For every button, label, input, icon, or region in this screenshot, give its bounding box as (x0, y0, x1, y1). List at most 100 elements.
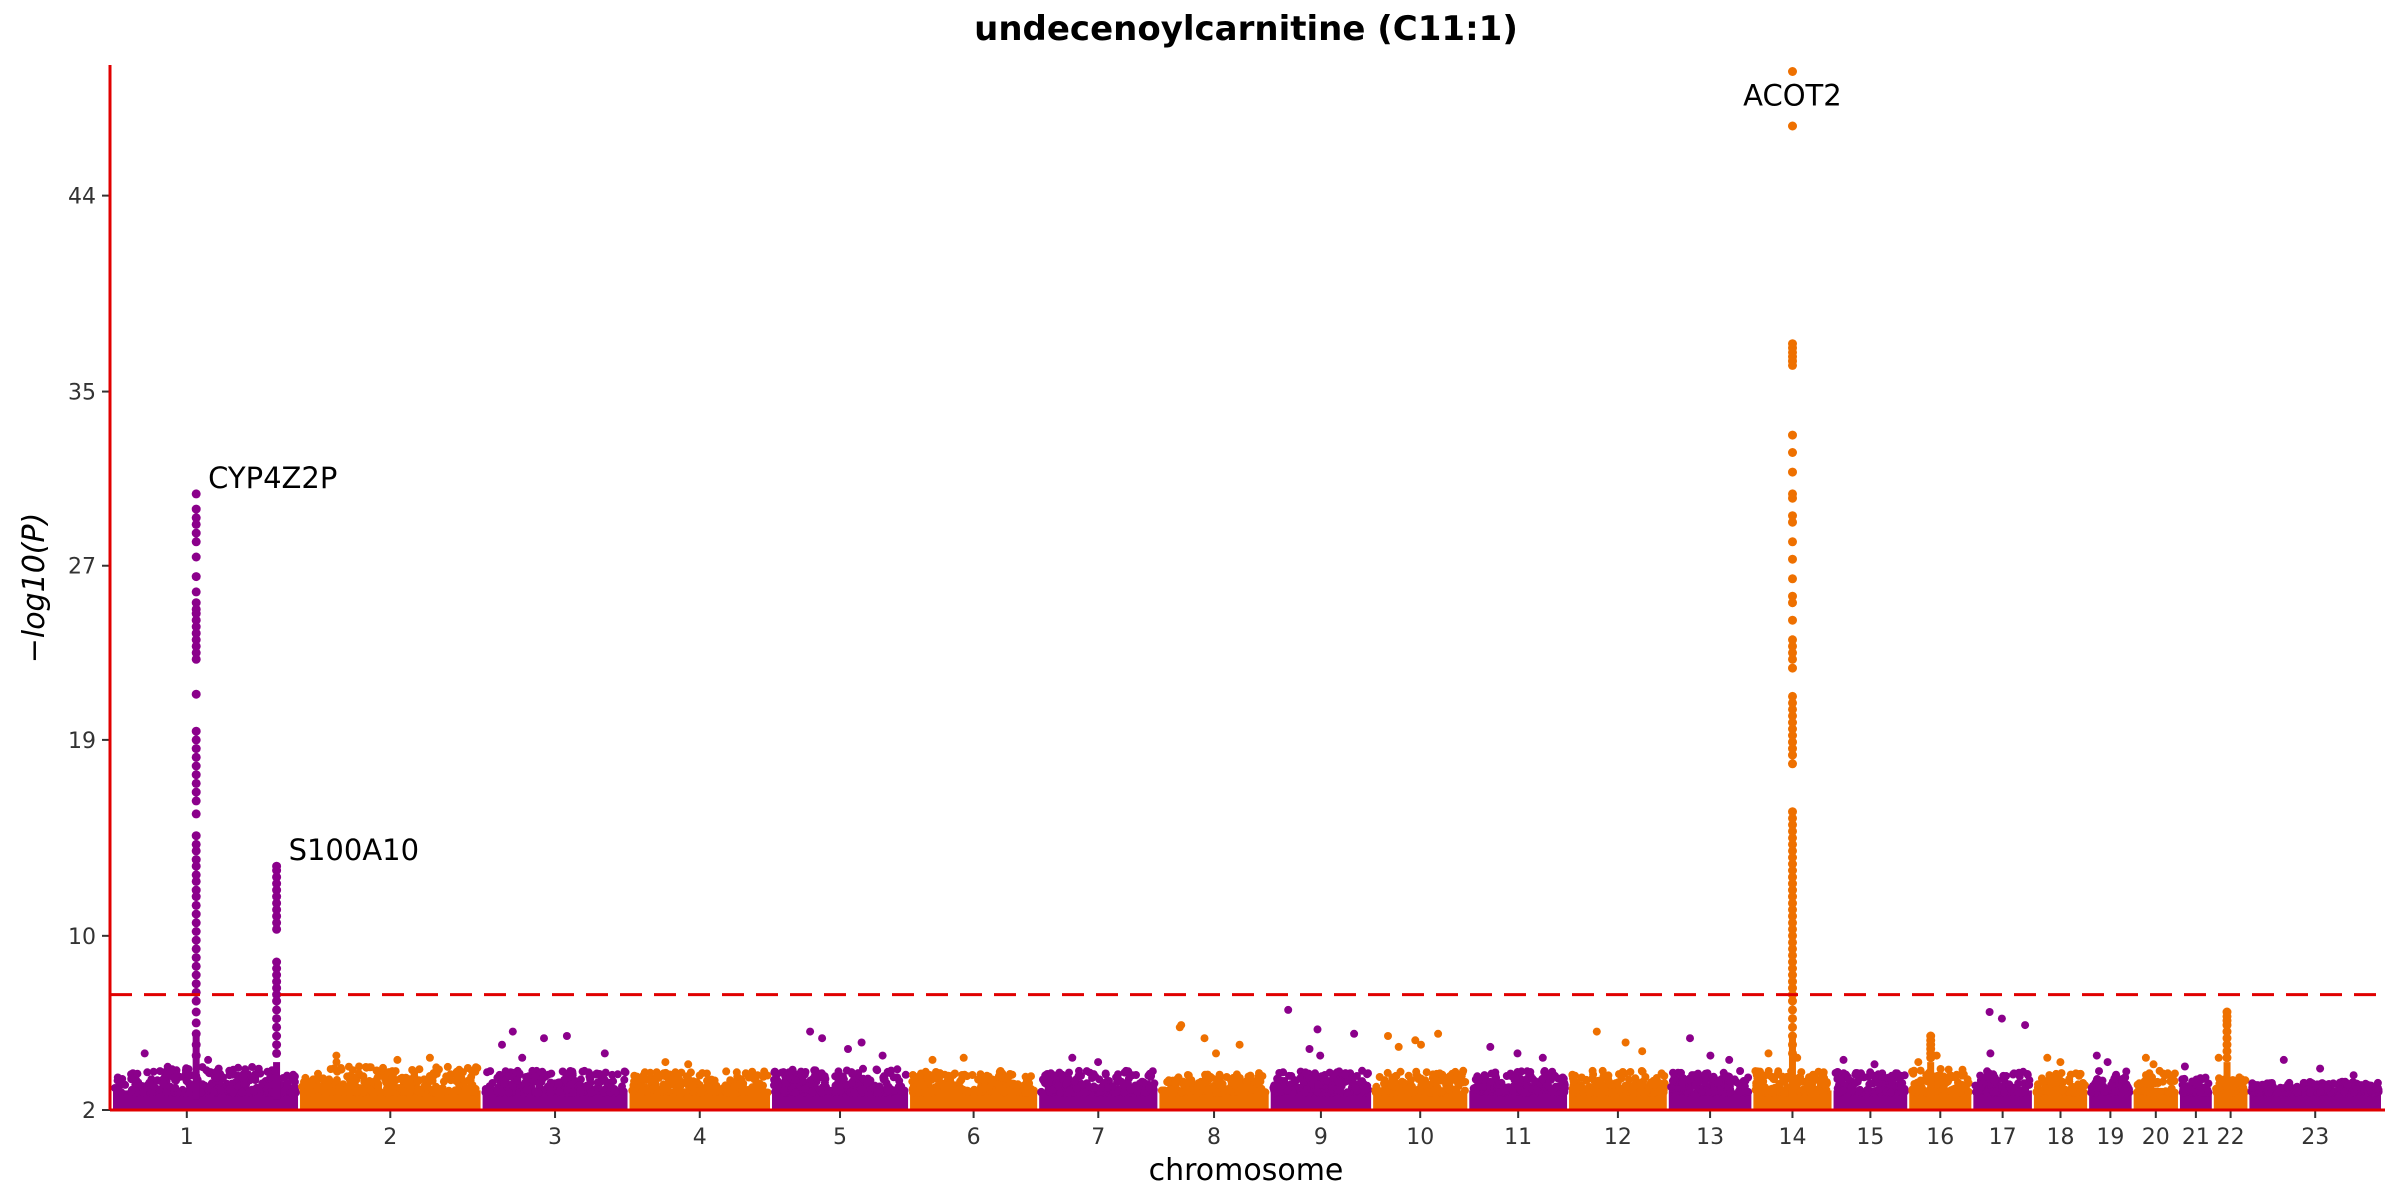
snp-point (1640, 1088, 1649, 1097)
snp-point (1714, 1078, 1723, 1087)
snp-point (878, 1051, 887, 1060)
snp-point (1080, 1088, 1089, 1097)
snp-point (344, 1062, 353, 1071)
snp-point (495, 1070, 504, 1079)
snp-point (2039, 1078, 2048, 1087)
snp-point (1451, 1075, 1460, 1084)
snp-point (191, 861, 201, 871)
snp-point (1350, 1029, 1359, 1038)
snp-point (1704, 1088, 1712, 1097)
snp-point (283, 1071, 291, 1080)
snp-point (508, 1027, 517, 1036)
snp-point (2087, 1088, 2096, 1097)
snp-point (621, 1068, 630, 1077)
snp-point (439, 1077, 448, 1086)
snp-point (448, 1088, 457, 1097)
snp-point (1270, 1081, 1279, 1090)
snp-point (2095, 1067, 2103, 1076)
snp-point (1103, 1083, 1112, 1092)
snp-point (1212, 1088, 1221, 1097)
snp-point (620, 1075, 629, 1084)
snp-point (2283, 1083, 2292, 1092)
snp-point (697, 1088, 706, 1097)
chromosome-points-2 (298, 1051, 482, 1110)
snp-point (191, 572, 201, 582)
snp-point (1387, 1081, 1396, 1090)
snp-point (372, 1066, 381, 1075)
snp-point (928, 1055, 937, 1064)
snp-point (2222, 1020, 2232, 1030)
snp-point (919, 1081, 928, 1090)
snp-point (555, 1087, 564, 1096)
snp-point (1305, 1045, 1314, 1053)
snp-point (1788, 698, 1797, 708)
snp-point (1833, 1068, 1842, 1076)
snp-point (2025, 1080, 2034, 1089)
snp-point (272, 898, 282, 908)
snp-point (198, 1080, 207, 1089)
snp-point (1788, 918, 1797, 928)
snp-point (2155, 1066, 2164, 1075)
snp-point (1316, 1051, 1325, 1060)
snp-point (2136, 1079, 2145, 1088)
snp-point (1788, 718, 1797, 727)
snp-point (859, 1064, 867, 1073)
snp-point (272, 885, 282, 895)
snp-point (2141, 1053, 2150, 1062)
snp-point (2373, 1078, 2382, 1087)
snp-point (2068, 1087, 2077, 1096)
snp-point (1757, 1086, 1765, 1095)
snp-point (1173, 1075, 1182, 1084)
snp-point (806, 1027, 815, 1036)
snp-point (191, 953, 201, 963)
snp-point (908, 1085, 917, 1093)
snp-point (749, 1088, 758, 1096)
snp-point (844, 1045, 852, 1053)
snp-point (1489, 1069, 1498, 1078)
snp-point (191, 744, 201, 754)
chromosome-points-1 (111, 1049, 300, 1110)
snp-point (711, 1088, 719, 1097)
snp-point (1888, 1079, 1896, 1088)
peak-label: S100A10 (289, 833, 420, 867)
snp-point (1937, 1071, 1946, 1080)
snp-point (1503, 1083, 1512, 1092)
snp-point (1700, 1078, 1709, 1087)
snp-point (329, 1064, 338, 1073)
snp-point (1628, 1087, 1637, 1095)
snp-point (272, 879, 282, 889)
snp-point (1568, 1071, 1577, 1080)
snp-point (1407, 1076, 1415, 1084)
snp-point (416, 1088, 425, 1097)
snp-point (1654, 1087, 1663, 1096)
snp-point (1638, 1047, 1647, 1056)
snp-point (2179, 1084, 2188, 1093)
snp-point (628, 1087, 637, 1095)
snp-point (1637, 1067, 1646, 1075)
snp-point (1313, 1025, 1322, 1034)
snp-point (112, 1086, 121, 1095)
snp-point (2048, 1087, 2057, 1096)
snp-point (332, 1058, 341, 1067)
snp-point (353, 1087, 362, 1096)
snp-point (1788, 574, 1797, 584)
snp-point (2239, 1088, 2248, 1097)
snp-point (191, 909, 201, 919)
snp-point (1660, 1079, 1669, 1088)
snp-point (366, 1086, 375, 1095)
snp-point (2118, 1075, 2127, 1083)
snp-point (1486, 1042, 1495, 1051)
snp-point (375, 1087, 383, 1096)
snp-point (1592, 1027, 1601, 1036)
snp-point (1300, 1088, 1309, 1097)
snp-point (1589, 1070, 1598, 1079)
snp-point (1926, 1053, 1936, 1063)
snp-point (1944, 1073, 1952, 1082)
snp-point (272, 977, 282, 987)
snp-point (1794, 1078, 1802, 1087)
snp-point (1788, 885, 1797, 895)
snp-point (1957, 1084, 1966, 1093)
peak-labels: CYP4Z2P S100A10 ACOT2 (208, 79, 1842, 868)
snp-point (191, 1007, 201, 1017)
snp-point (1788, 944, 1797, 954)
